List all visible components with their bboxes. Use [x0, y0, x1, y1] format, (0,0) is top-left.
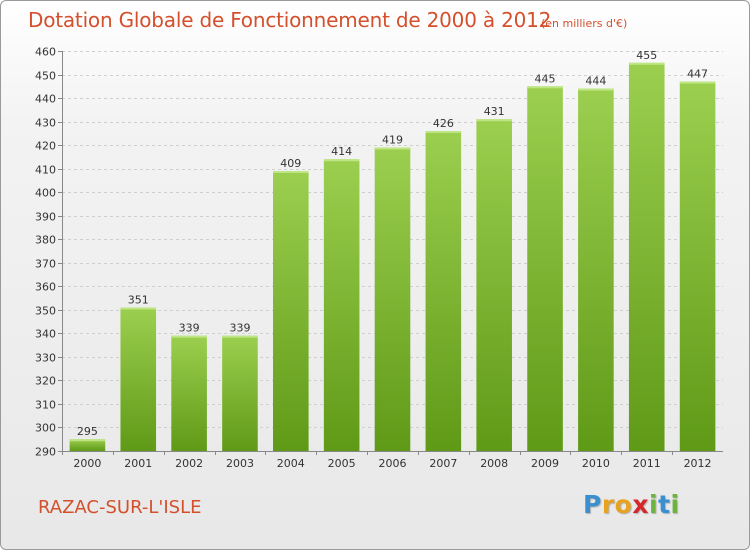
bar-highlight	[425, 131, 462, 133]
bar	[476, 119, 512, 451]
bar-highlight	[578, 88, 614, 91]
x-tick-label: 2001	[124, 457, 152, 470]
bar	[578, 88, 614, 451]
y-tick-label: 350	[35, 305, 56, 318]
bar-highlight	[527, 86, 563, 89]
logo-letter: o	[614, 490, 633, 519]
y-tick-label: 340	[35, 328, 56, 341]
y-tick-label: 390	[35, 211, 56, 224]
bar-highlight	[476, 119, 512, 122]
x-tick-label: 2006	[379, 457, 407, 470]
bar	[323, 159, 360, 451]
y-tick-label: 420	[35, 140, 56, 153]
x-tick-label: 2010	[582, 457, 610, 470]
data-label: 339	[229, 322, 250, 335]
bar-highlight	[323, 159, 360, 162]
logo-letter: x	[632, 490, 649, 519]
y-tick-label: 440	[35, 93, 56, 106]
bar	[628, 62, 665, 451]
y-tick-label: 360	[35, 281, 56, 294]
y-tick-label: 430	[35, 117, 56, 130]
x-tick-label: 2012	[684, 457, 712, 470]
bar	[425, 131, 462, 451]
y-tick-label: 300	[35, 422, 56, 435]
logo-letter: i	[649, 490, 659, 519]
x-tick-label: 2000	[73, 457, 101, 470]
logo-letter: r	[601, 490, 615, 519]
y-tick-label: 410	[35, 164, 56, 177]
data-label: 409	[280, 157, 301, 170]
x-tick-label: 2009	[531, 457, 559, 470]
bar-highlight	[120, 307, 157, 310]
logo-letter: i	[670, 490, 680, 519]
y-tick-label: 330	[35, 352, 56, 365]
data-label: 339	[179, 322, 200, 335]
data-label: 455	[636, 49, 657, 62]
x-tick-label: 2007	[429, 457, 457, 470]
bar-highlight	[222, 335, 258, 338]
chart-title: Dotation Globale de Fonctionnement de 20…	[28, 8, 552, 32]
x-tick-label: 2005	[328, 457, 356, 470]
bar-highlight	[171, 335, 207, 338]
data-label: 444	[585, 75, 606, 88]
logo-letter: P	[583, 490, 602, 519]
y-tick-label: 460	[35, 46, 56, 59]
bar	[374, 147, 411, 451]
proxiti-logo: Proxiti	[583, 490, 680, 519]
x-tick-label: 2004	[277, 457, 305, 470]
data-label: 351	[128, 293, 149, 306]
bar-highlight	[273, 171, 309, 173]
bar	[120, 307, 157, 451]
y-tick-label: 370	[35, 258, 56, 271]
commune-name: RAZAC-SUR-L'ISLE	[38, 497, 202, 518]
bar-highlight	[679, 81, 716, 84]
x-tick-label: 2008	[480, 457, 508, 470]
y-tick-label: 450	[35, 70, 56, 83]
y-tick-label: 400	[35, 187, 56, 200]
x-tick-label: 2003	[226, 457, 254, 470]
logo-letter: t	[658, 490, 671, 519]
bar-highlight	[628, 62, 665, 65]
chart-unit: (en milliers d'€)	[541, 17, 628, 30]
data-label: 414	[331, 145, 352, 158]
bar-highlight	[374, 147, 411, 150]
data-label: 426	[433, 117, 454, 130]
data-label: 431	[484, 105, 505, 118]
y-tick-label: 320	[35, 375, 56, 388]
x-tick-label: 2002	[175, 457, 203, 470]
data-label: 445	[535, 72, 556, 85]
y-tick-label: 310	[35, 399, 56, 412]
bar	[171, 335, 207, 451]
bar-highlight	[69, 439, 106, 442]
y-tick-label: 380	[35, 234, 56, 247]
bar	[679, 81, 716, 452]
data-label: 295	[77, 425, 98, 438]
bar	[527, 86, 563, 451]
bar	[69, 439, 106, 451]
bar	[273, 171, 309, 451]
axes: 290 300 310 320 330 340 350 360 370 380 390 400 410 4…	[35, 46, 723, 470]
data-label: 419	[382, 133, 403, 146]
bar	[222, 335, 258, 451]
bars: 295 351 339 339 409 414 419 426 431 445 444 455 447	[69, 49, 716, 452]
y-tick-label: 290	[35, 446, 56, 459]
x-tick-label: 2011	[633, 457, 661, 470]
data-label: 447	[687, 68, 708, 81]
